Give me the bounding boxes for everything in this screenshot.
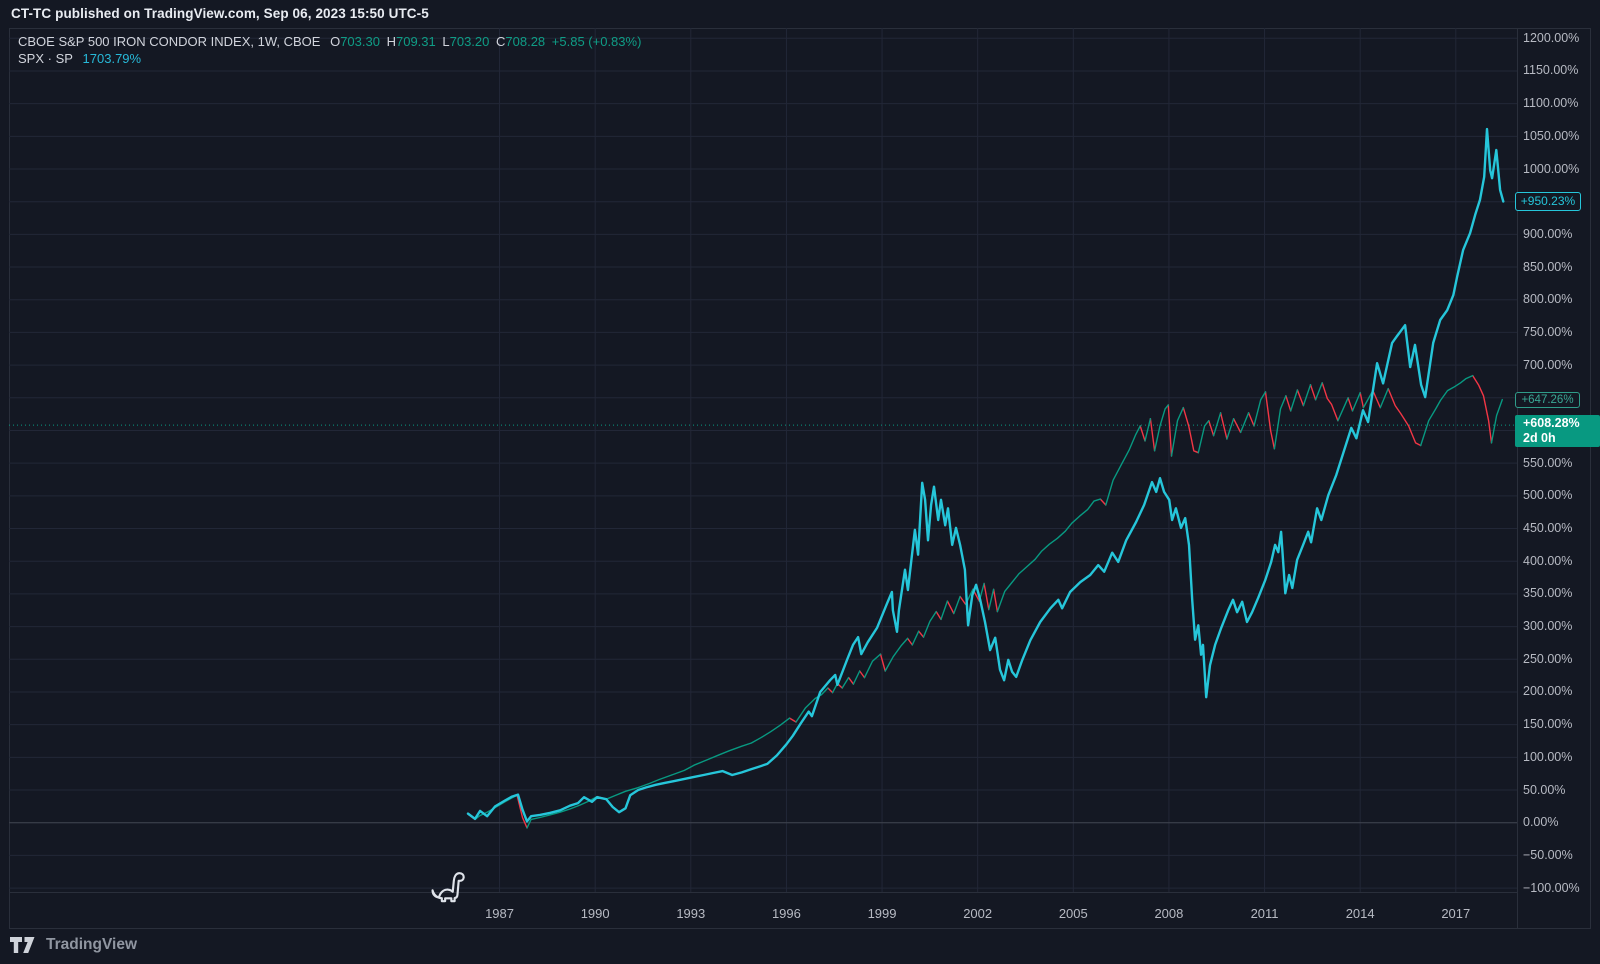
time-axis-tick-label: 2002 [963, 906, 993, 921]
time-axis-tick-label: 1987 [485, 906, 514, 921]
time-axis-tick-label: 2008 [1154, 906, 1184, 921]
bar-close-countdown: 2d 0h [1523, 431, 1556, 446]
dinosaur-icon [431, 872, 465, 903]
condor-last-price-tag: +608.28% 2d 0h [1515, 415, 1600, 448]
price-axis-tick-label: −50.00% [1523, 847, 1573, 862]
low-key: L [442, 34, 450, 49]
price-axis-tick-label: 450.00% [1523, 521, 1573, 536]
low-value: 703.20 [449, 34, 490, 49]
price-axis-tick-label: 1000.00% [1523, 161, 1580, 176]
high-key: H [386, 34, 396, 49]
condor-edge-price-tag: +647.26% [1515, 391, 1580, 408]
change-value: +5.85 (+0.83%) [551, 34, 642, 49]
price-axis-separator [1517, 28, 1518, 929]
price-axis-tick-label: 850.00% [1523, 259, 1573, 274]
legend-row-main-symbol[interactable]: CBOE S&P 500 IRON CONDOR INDEX, 1W, CBOE… [18, 33, 641, 50]
header-bar: CT-TC published on TradingView.com, Sep … [0, 0, 1600, 28]
price-axis-tick-label: 1150.00% [1523, 63, 1579, 78]
price-axis-tick-label: 1100.00% [1523, 96, 1579, 111]
legend-row-compare-symbol[interactable]: SPX · SP 1703.79% [18, 50, 641, 67]
time-axis-tick-label: 2014 [1345, 906, 1375, 921]
price-axis-tick-label: 550.00% [1523, 455, 1573, 470]
time-axis-tick-label: 1990 [580, 906, 610, 921]
compare-value: 1703.79% [82, 51, 142, 66]
close-value: 708.28 [505, 34, 546, 49]
close-key: C [496, 34, 506, 49]
price-axis-tick-label: 0.00% [1523, 815, 1559, 830]
compare-title: SPX · SP [18, 51, 73, 66]
price-axis-tick-label: 900.00% [1523, 226, 1573, 241]
high-value: 709.31 [395, 34, 436, 49]
price-axis-tick-label: 700.00% [1523, 357, 1573, 372]
time-axis-tick-label: 1996 [771, 906, 801, 921]
price-axis-tick-label: 1050.00% [1523, 128, 1580, 143]
price-axis-tick-label: 100.00% [1523, 749, 1573, 764]
legend: CBOE S&P 500 IRON CONDOR INDEX, 1W, CBOE… [18, 33, 641, 67]
price-axis-tick-label: −100.00% [1523, 880, 1580, 895]
time-axis-separator [9, 892, 1517, 893]
time-axis-tick-label: 2005 [1058, 906, 1088, 921]
price-axis-tick-label: 1200.00% [1523, 30, 1580, 45]
footer-brand-label: TradingView [46, 936, 138, 953]
spx-last-price-tag: +950.23% [1515, 192, 1581, 212]
chart-frame [9, 28, 1591, 929]
time-axis-tick-label: 2011 [1250, 906, 1279, 921]
price-axis-tick-label: 250.00% [1523, 651, 1573, 666]
condor-last-price: +608.28% [1523, 416, 1580, 431]
tradingview-logo-icon [10, 937, 35, 953]
price-axis-tick-label: 350.00% [1523, 586, 1573, 601]
price-axis-tick-label: 150.00% [1523, 717, 1573, 732]
condor-line-up-segments [474, 374, 1503, 829]
price-axis-tick-label: 800.00% [1523, 292, 1573, 307]
time-axis-tick-label: 2017 [1441, 906, 1471, 921]
price-axis-tick-label: 500.00% [1523, 488, 1573, 503]
price-axis-tick-label: 400.00% [1523, 553, 1573, 568]
time-axis-tick-label: 1993 [676, 906, 706, 921]
footer-brand-link[interactable]: TradingView [10, 935, 310, 959]
open-value: 703.30 [340, 34, 380, 49]
price-axis-tick-label: 300.00% [1523, 619, 1573, 634]
time-axis-tick-label: 1999 [867, 906, 897, 921]
price-axis-tick-label: 750.00% [1523, 324, 1573, 339]
open-key: O [330, 34, 341, 49]
spx-line [466, 127, 1505, 823]
published-caption: CT-TC published on TradingView.com, Sep … [11, 6, 429, 21]
price-axis-tick-label: 50.00% [1523, 782, 1566, 797]
symbol-title: CBOE S&P 500 IRON CONDOR INDEX, 1W, CBOE [18, 34, 321, 49]
price-axis-tick-label: 200.00% [1523, 684, 1573, 699]
